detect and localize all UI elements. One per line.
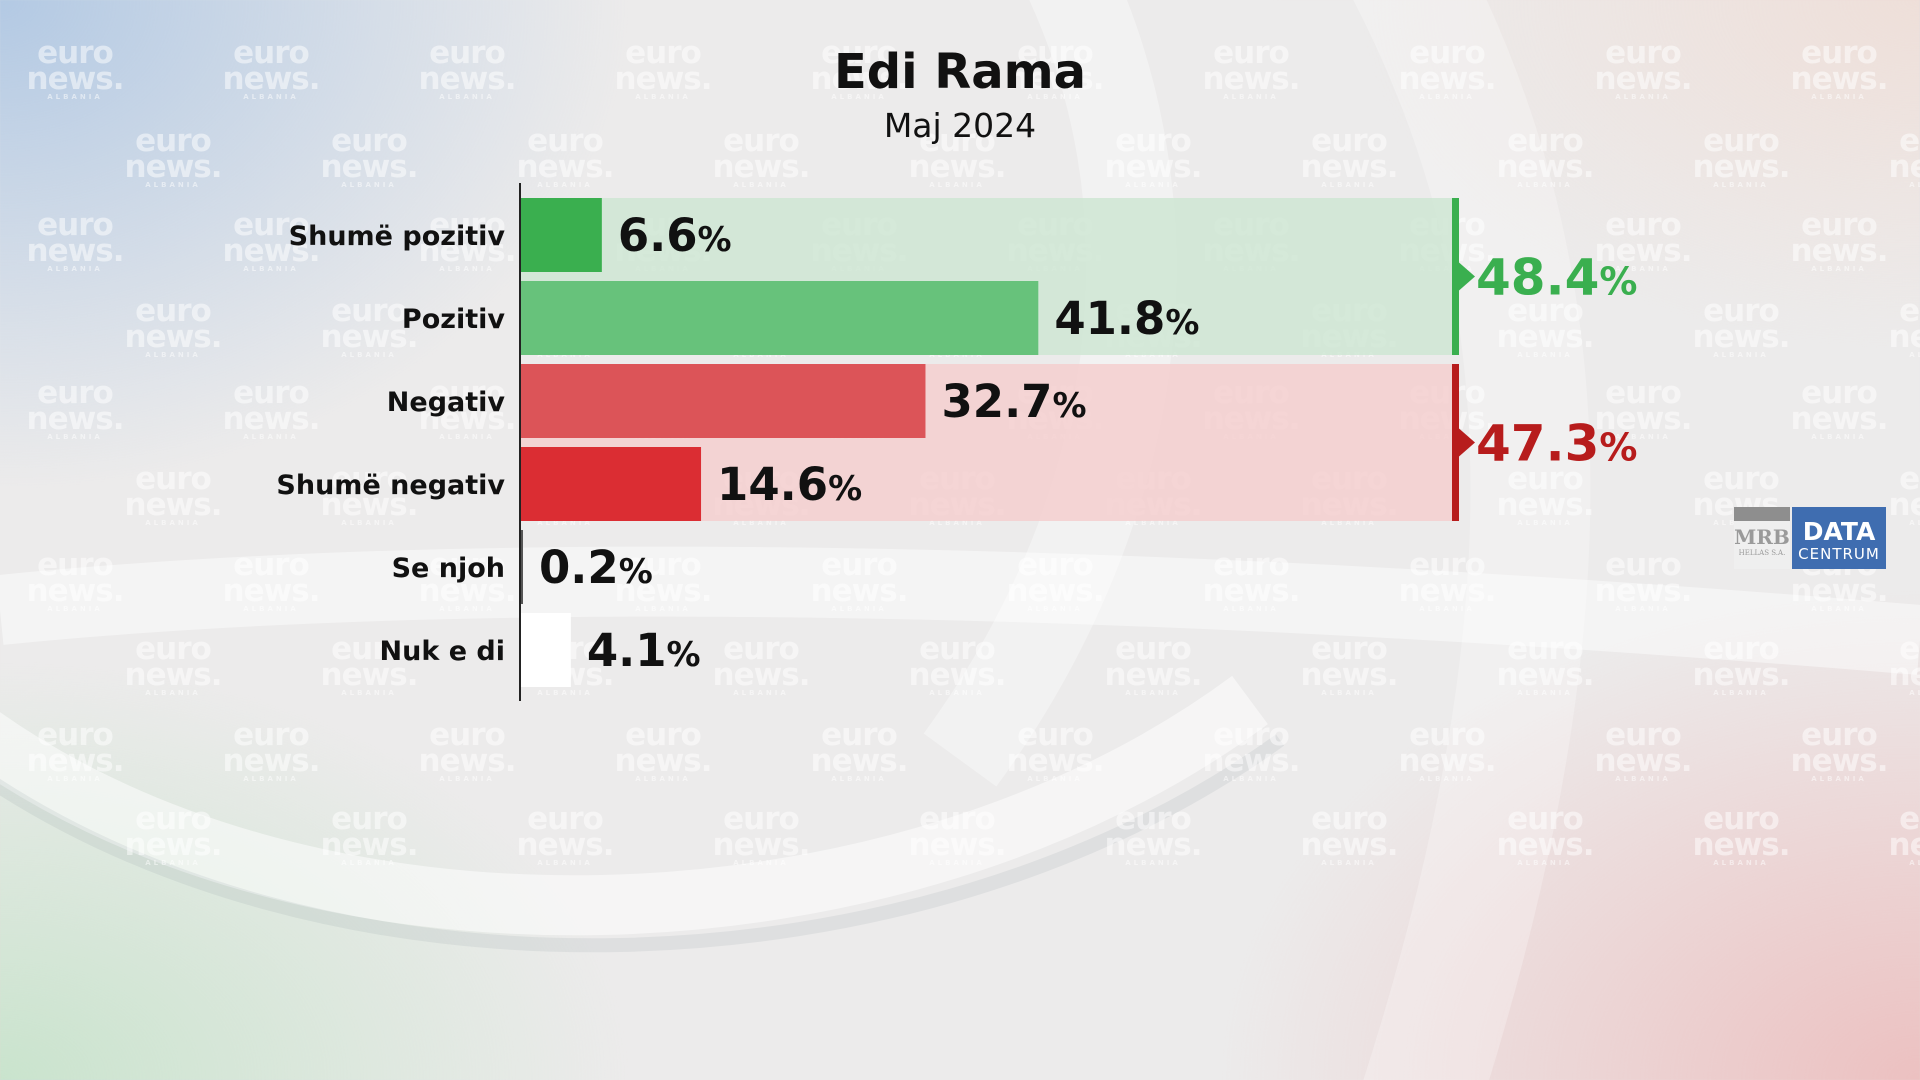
value-label-unit: % (698, 220, 732, 260)
value-label-unit: % (619, 552, 653, 592)
group-total-unit: % (1599, 260, 1637, 304)
category-label: Nuk e di (380, 636, 505, 667)
data-logo-text: DATA (1802, 517, 1876, 546)
value-label-unit: % (667, 635, 701, 675)
group-total-label: 48.4% (1476, 249, 1637, 307)
chart-title: Edi Rama (833, 44, 1087, 100)
value-label-unit: % (828, 469, 862, 509)
group-arrow-1 (1459, 262, 1475, 291)
category-label: Negativ (387, 387, 506, 418)
category-label: Shumë negativ (276, 470, 505, 501)
value-label-unit: % (1165, 303, 1199, 343)
category-label: Se njoh (392, 553, 505, 584)
category-label: Shumë pozitiv (289, 221, 506, 252)
bar-2 (520, 281, 1039, 355)
group-bracket-2 (1452, 364, 1459, 521)
value-label: 4.1% (587, 624, 701, 677)
group-bracket-1 (1452, 198, 1459, 355)
value-label: 14.6% (717, 458, 862, 511)
data-centrum-logo: DATA CENTRUM (1792, 507, 1886, 569)
bar-4 (520, 447, 702, 521)
bar-3 (520, 364, 926, 438)
value-label-unit: % (1053, 386, 1087, 426)
data-logo-subtext: CENTRUM (1798, 545, 1880, 563)
mrb-logo-subtext: HELLAS S.A. (1738, 549, 1786, 557)
category-label: Pozitiv (402, 304, 505, 335)
group-total-unit: % (1599, 426, 1637, 470)
chart-subtitle: Maj 2024 (883, 106, 1037, 145)
group-total-label: 47.3% (1476, 415, 1637, 473)
value-label: 0.2% (539, 541, 653, 594)
bar-1 (520, 198, 602, 272)
bar-6 (520, 613, 571, 687)
mrb-data-centrum-logo: MRB HELLAS S.A. DATA CENTRUM (1734, 507, 1886, 569)
mrb-logo-text: MRB (1734, 525, 1790, 549)
bar-5 (520, 530, 523, 604)
group-arrow-2 (1459, 428, 1475, 457)
mrb-logo: MRB HELLAS S.A. (1734, 507, 1790, 569)
